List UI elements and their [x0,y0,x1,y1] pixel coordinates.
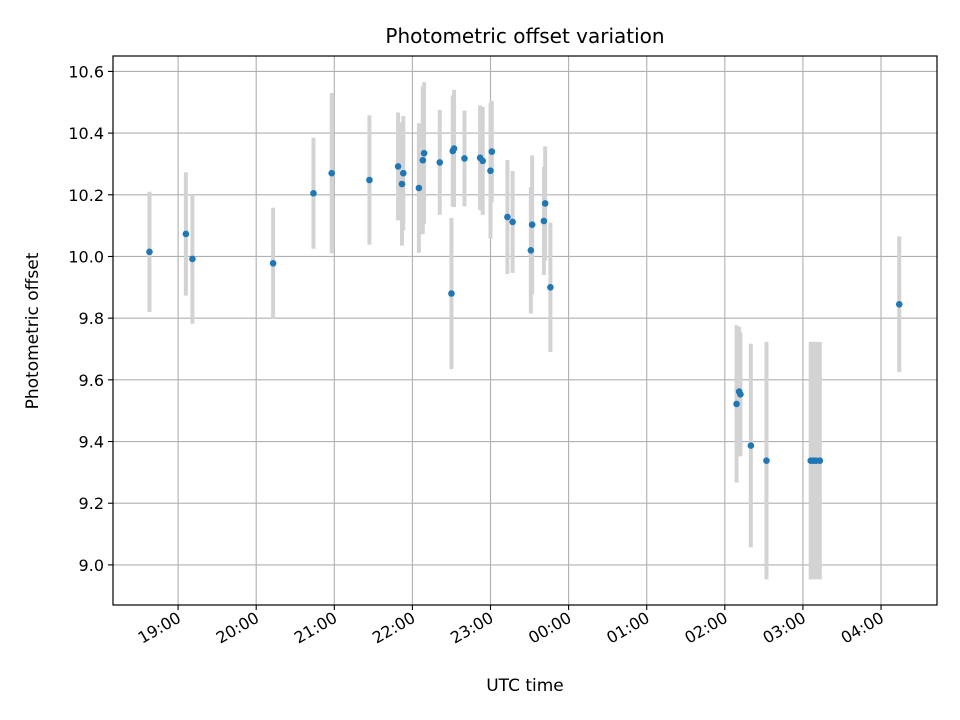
y-tick-label: 10.0 [68,247,104,266]
y-tick-label: 9.6 [79,371,104,390]
y-tick-label: 10.2 [68,186,104,205]
data-point [763,457,770,464]
x-axis-label: UTC time [486,676,564,696]
y-tick-label: 9.2 [79,494,104,513]
data-point [527,247,535,254]
y-tick-label: 9.4 [79,433,104,452]
plot-frame [112,55,938,606]
data-points [146,145,903,464]
y-tick-label: 9.8 [79,309,104,328]
data-point [488,148,496,155]
y-axis-ticks: 9.0 9.2 9.4 9.6 9.8 10.0 10.2 10.4 10.6 [68,62,113,575]
data-point [479,157,486,165]
data-point [415,184,423,192]
data-point [461,155,468,162]
data-point [547,284,554,291]
data-point [269,259,277,267]
data-point [310,189,317,197]
y-tick-label: 10.6 [68,62,104,81]
data-point [182,230,190,238]
data-point [540,217,548,225]
data-point [528,221,536,229]
y-tick-label: 10.4 [68,124,104,143]
data-point [419,156,427,164]
data-point [394,163,402,170]
data-point [436,159,444,166]
data-point [399,169,407,177]
y-tick-label: 9.0 [79,556,104,575]
data-point [328,169,335,177]
data-point [448,290,455,297]
data-point [816,457,824,464]
data-point [733,400,740,408]
y-axis-label: Photometric offset [23,252,43,409]
data-point [366,176,373,184]
chart-title: Photometric offset variation [385,24,664,48]
data-point [895,300,903,308]
data-point [487,167,494,175]
data-point [509,218,516,226]
data-point [450,145,458,152]
data-point [737,391,744,398]
data-point [146,248,153,256]
data-point [398,180,406,188]
grid-lines [113,56,937,605]
data-point [747,442,755,449]
data-point [189,255,196,263]
data-point [420,149,428,157]
data-point [541,200,549,207]
data-point [504,213,511,221]
